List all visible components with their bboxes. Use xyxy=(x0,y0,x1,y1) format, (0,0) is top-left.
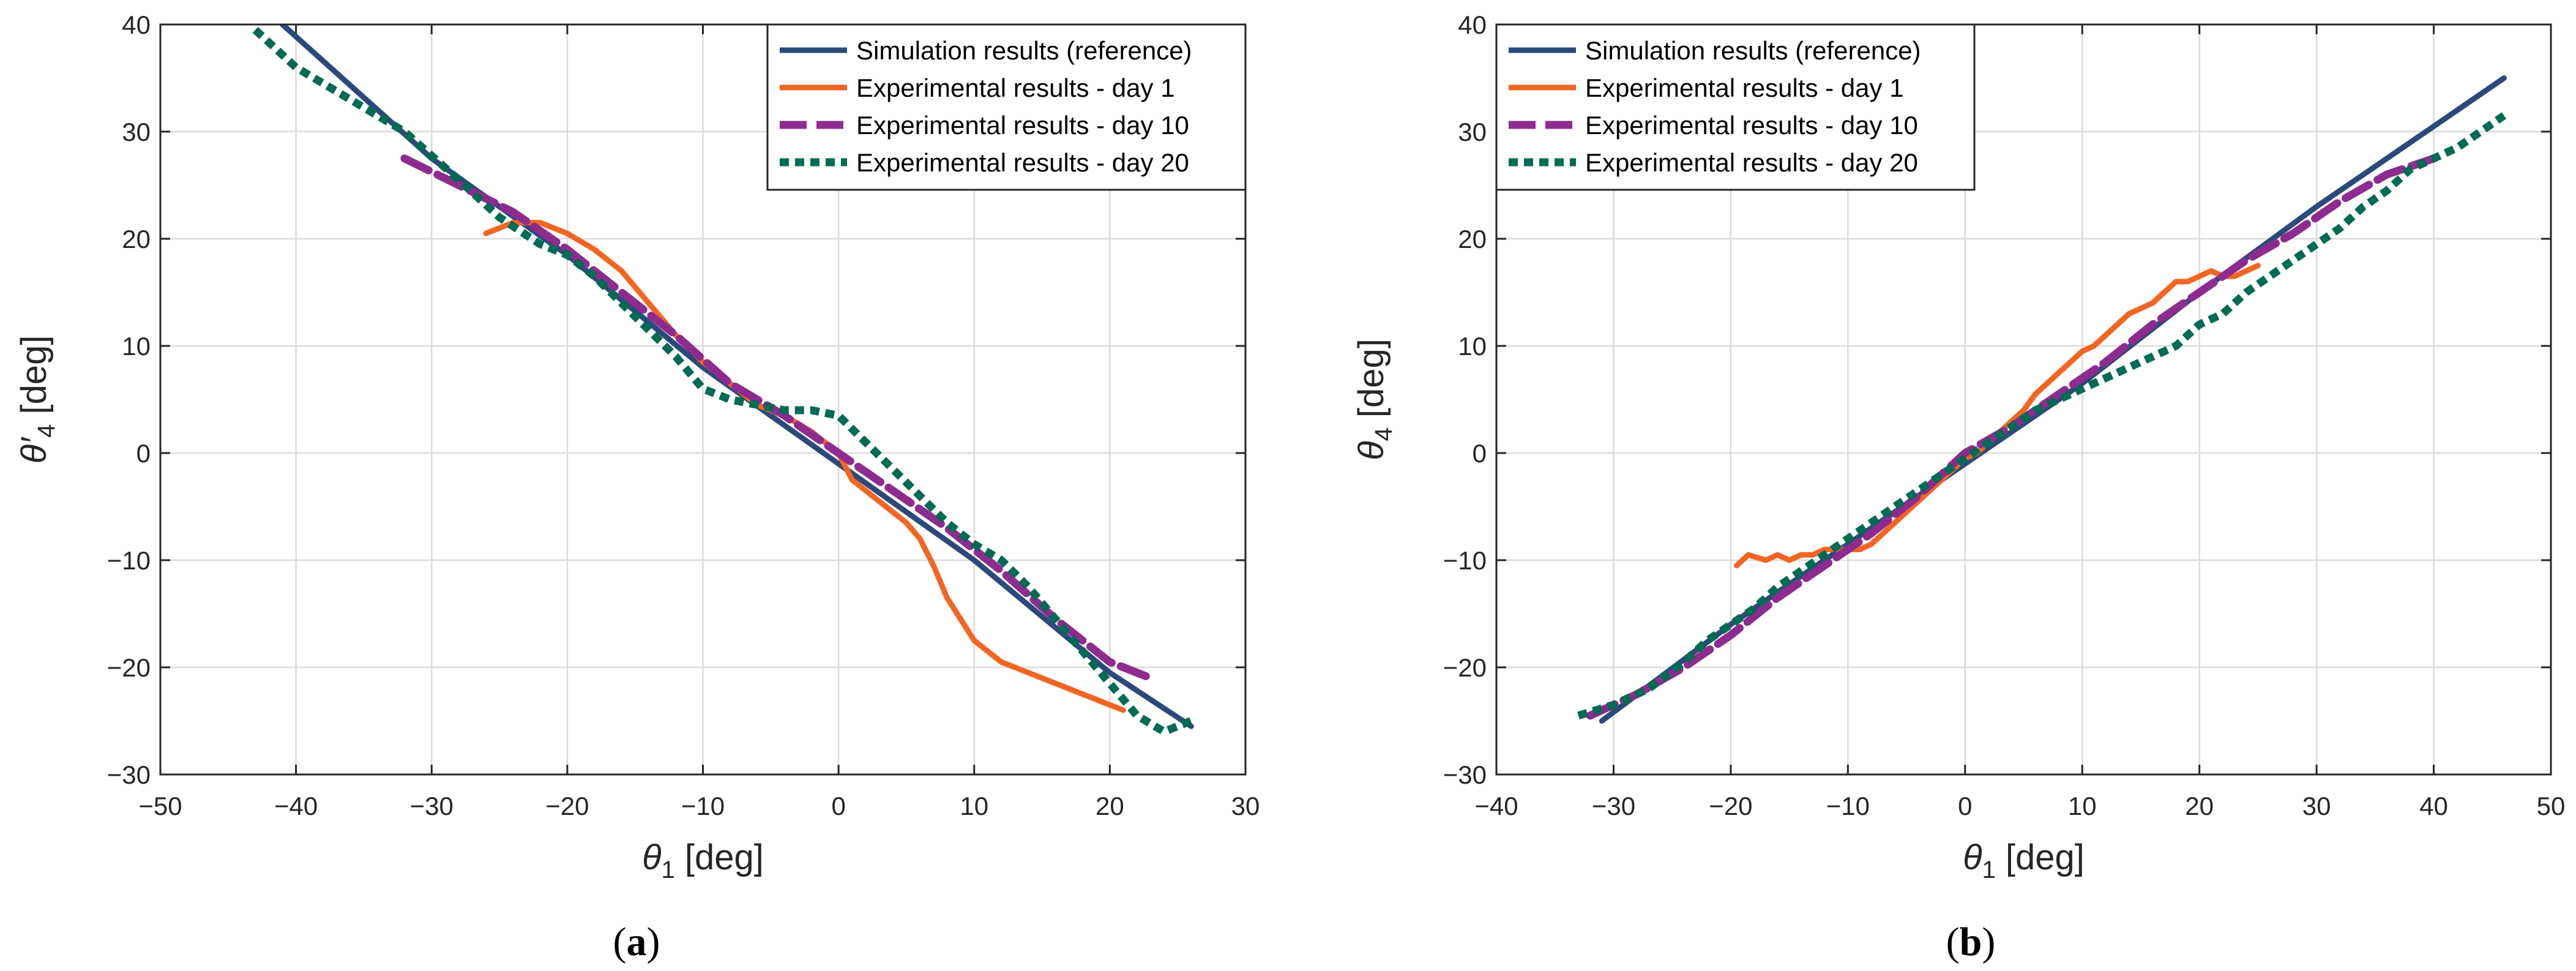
y-axis-label: θ′4 [deg] xyxy=(14,336,60,464)
legend-label: Simulation results (reference) xyxy=(1585,36,1921,65)
legend-label: Experimental results - day 1 xyxy=(856,73,1175,102)
y-tick-label: 0 xyxy=(1473,439,1487,468)
x-axis-unit: [deg] xyxy=(1996,838,2085,877)
y-axis-symbol: θ′ xyxy=(14,437,54,463)
legend: Simulation results (reference) Experiment… xyxy=(766,23,1247,191)
legend-box xyxy=(1495,23,1976,191)
y-axis-label: θ4 [deg] xyxy=(1351,339,1397,460)
x-tick-label: −40 xyxy=(274,792,318,820)
plot-frame xyxy=(159,23,1247,776)
legend-label: Experimental results - day 20 xyxy=(856,148,1189,177)
grid xyxy=(160,24,1245,774)
y-tick-label: 10 xyxy=(1458,332,1487,361)
y-tick-label: 30 xyxy=(122,118,151,146)
x-tick-label: −30 xyxy=(410,792,454,820)
series-line-day1 xyxy=(483,220,1126,713)
y-tick-label: −10 xyxy=(107,546,151,575)
x-tick-label: 50 xyxy=(2537,792,2566,820)
legend-label: Simulation results (reference) xyxy=(856,36,1192,65)
y-axis-unit: [deg] xyxy=(14,336,54,424)
y-tick-label: 40 xyxy=(122,10,151,39)
legend-box xyxy=(766,23,1247,191)
legend: Simulation results (reference) Experiment… xyxy=(1495,23,1976,191)
caption-close: ) xyxy=(1982,920,1995,964)
y-axis-subscript: 4 xyxy=(1370,427,1397,441)
x-tick-label: 0 xyxy=(1958,792,1972,820)
x-tick-label: 10 xyxy=(2068,792,2097,820)
series-group xyxy=(1577,75,2507,724)
caption-open: ( xyxy=(1946,920,1960,964)
x-axis-label: θ1 [deg] xyxy=(642,838,764,883)
series-line-day20 xyxy=(1577,112,2507,720)
x-axis-subscript: 1 xyxy=(662,857,675,883)
y-tick-label: 30 xyxy=(1458,118,1487,146)
x-tick-label: −20 xyxy=(1709,792,1752,820)
y-axis-symbol: θ xyxy=(1351,441,1391,460)
series-line-day20 xyxy=(252,27,1193,736)
caption-letter: b xyxy=(1960,920,1982,964)
x-axis-unit: [deg] xyxy=(675,838,764,877)
legend-label: Experimental results - day 10 xyxy=(856,111,1189,140)
x-tick-label: 0 xyxy=(831,792,845,820)
x-tick-label: 40 xyxy=(2419,792,2448,820)
x-tick-label: −40 xyxy=(1474,792,1518,820)
y-axis-subscript: 4 xyxy=(33,424,60,438)
x-tick-label: 30 xyxy=(1231,792,1260,820)
x-axis-subscript: 1 xyxy=(1982,857,1996,883)
x-axis-symbol: θ xyxy=(642,838,661,877)
x-tick-label: −50 xyxy=(138,792,182,820)
y-tick-label: −10 xyxy=(1443,546,1487,575)
panel-caption: (b) xyxy=(1946,920,1996,964)
y-tick-label: −20 xyxy=(107,653,151,682)
x-tick-label: −20 xyxy=(545,792,589,820)
x-tick-label: 20 xyxy=(2185,792,2214,820)
series-line-day10 xyxy=(400,154,1155,682)
y-tick-label: 40 xyxy=(1458,10,1487,39)
x-axis-label: θ1 [deg] xyxy=(1963,838,2085,883)
series-group xyxy=(252,24,1194,736)
x-tick-label: −10 xyxy=(681,792,725,820)
y-axis-unit: [deg] xyxy=(1351,339,1391,427)
caption-open: ( xyxy=(613,920,627,964)
panel-caption: (a) xyxy=(613,920,660,964)
x-axis-symbol: θ xyxy=(1963,838,1982,877)
x-tick-label: −10 xyxy=(1826,792,1870,820)
y-tick-label: 10 xyxy=(122,332,151,361)
x-tick-label: −30 xyxy=(1592,792,1635,820)
y-tick-label: −30 xyxy=(1443,760,1487,789)
x-tick-label: 20 xyxy=(1096,792,1124,820)
y-tick-label: −30 xyxy=(107,760,151,789)
y-tick-label: −20 xyxy=(1443,653,1487,682)
y-tick-label: 20 xyxy=(1458,225,1487,253)
legend-label: Experimental results - day 1 xyxy=(1585,73,1904,102)
chart-panel-a: −50 −40 −30 −20 −10 0 10 20 30 −30 −20 −10 0 10 20 30 40… xyxy=(14,10,1260,964)
x-tick-label: 30 xyxy=(2302,792,2331,820)
y-tick-label: 0 xyxy=(136,439,151,468)
legend-label: Experimental results - day 20 xyxy=(1585,148,1918,177)
legend-label: Experimental results - day 10 xyxy=(1585,111,1918,140)
series-line-simulation xyxy=(1599,75,2507,724)
caption-letter: a xyxy=(627,920,647,964)
caption-close: ) xyxy=(647,920,660,964)
x-tick-label: 10 xyxy=(960,792,988,820)
y-tick-label: 20 xyxy=(122,225,151,253)
chart-panel-b: −40 −30 −20 −10 0 10 20 30 40 50 −30 −20 −10 0 10 20 30 4… xyxy=(1351,10,2565,964)
plot-frame xyxy=(1495,23,2552,776)
grid xyxy=(1496,24,2551,774)
